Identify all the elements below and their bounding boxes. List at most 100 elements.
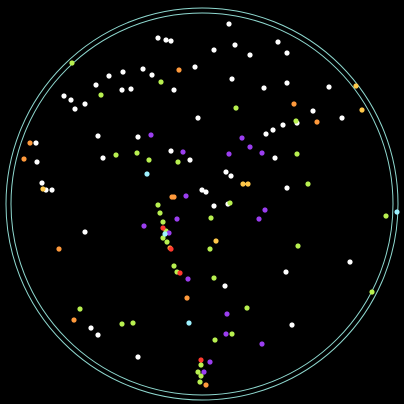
star-white-26 (310, 108, 316, 114)
star-white-47 (203, 189, 209, 195)
star-purple-125 (185, 276, 191, 282)
star-white-20 (284, 80, 290, 86)
star-white-27 (195, 115, 201, 121)
star-white-17 (128, 86, 134, 92)
star-white-13 (106, 73, 112, 79)
star-white-38 (187, 157, 193, 163)
star-orange-96 (291, 101, 297, 107)
star-orange-111 (71, 317, 77, 323)
star-amber-107 (213, 238, 219, 244)
star-purple-116 (180, 149, 186, 155)
star-white-5 (232, 42, 238, 48)
star-cyan-136 (162, 231, 168, 237)
star-white-45 (49, 187, 55, 193)
star-green-73 (208, 215, 214, 221)
star-green-67 (175, 159, 181, 165)
star-red-134 (198, 357, 204, 363)
star-white-2 (163, 37, 169, 43)
star-green-85 (244, 305, 250, 311)
star-orange-106 (169, 194, 175, 200)
star-white-18 (171, 87, 177, 93)
star-white-55 (88, 325, 94, 331)
star-orange-109 (56, 246, 62, 252)
star-white-11 (120, 69, 126, 75)
star-white-57 (289, 322, 295, 328)
star-white-1 (155, 35, 161, 41)
star-green-82 (211, 275, 217, 281)
star-green-68 (294, 151, 300, 157)
star-orange-112 (203, 382, 209, 388)
star-purple-117 (226, 151, 232, 157)
star-green-69 (305, 181, 311, 187)
star-green-80 (207, 246, 213, 252)
star-white-25 (72, 106, 78, 112)
star-red-133 (177, 270, 183, 276)
star-white-46 (199, 187, 205, 193)
star-white-39 (272, 155, 278, 161)
star-white-19 (261, 85, 267, 91)
star-white-36 (168, 148, 174, 154)
star-green-81 (171, 263, 177, 269)
star-red-132 (168, 246, 174, 252)
star-green-61 (158, 79, 164, 85)
star-white-15 (93, 82, 99, 88)
star-purple-114 (239, 135, 245, 141)
star-purple-129 (207, 359, 213, 365)
star-green-87 (119, 321, 125, 327)
star-white-35 (33, 140, 39, 146)
star-cyan-135 (144, 171, 150, 177)
star-green-84 (369, 289, 375, 295)
star-green-63 (293, 118, 299, 124)
star-purple-121 (174, 216, 180, 222)
star-white-8 (247, 52, 253, 58)
star-green-60 (98, 92, 104, 98)
star-white-40 (34, 159, 40, 165)
star-purple-128 (259, 341, 265, 347)
star-white-54 (222, 283, 228, 289)
star-white-21 (326, 84, 332, 90)
star-orange-100 (27, 140, 33, 146)
star-amber-99 (359, 107, 365, 113)
star-red-131 (160, 225, 166, 231)
star-white-43 (39, 180, 45, 186)
star-orange-95 (176, 67, 182, 73)
star-purple-118 (259, 150, 265, 156)
star-white-4 (275, 39, 281, 45)
star-white-41 (223, 169, 229, 175)
star-purple-127 (223, 331, 229, 337)
star-purple-119 (183, 193, 189, 199)
star-white-16 (119, 87, 125, 93)
star-orange-101 (21, 156, 27, 162)
star-green-62 (233, 105, 239, 111)
star-purple-120 (262, 207, 268, 213)
stars (21, 21, 400, 388)
star-green-70 (227, 200, 233, 206)
star-purple-115 (247, 144, 253, 150)
star-orange-97 (314, 119, 320, 125)
star-white-30 (339, 115, 345, 121)
star-white-12 (149, 72, 155, 78)
star-purple-126 (224, 311, 230, 317)
star-white-53 (283, 269, 289, 275)
star-green-89 (229, 331, 235, 337)
star-green-76 (160, 235, 166, 241)
star-white-31 (270, 127, 276, 133)
star-white-56 (95, 332, 101, 338)
star-orange-110 (184, 295, 190, 301)
star-white-52 (347, 259, 353, 265)
star-green-72 (157, 210, 163, 216)
star-purple-123 (141, 223, 147, 229)
star-purple-122 (256, 216, 262, 222)
star-green-94 (197, 379, 203, 385)
star-white-23 (68, 97, 74, 103)
star-white-10 (140, 66, 146, 72)
star-purple-124 (166, 230, 172, 236)
star-white-6 (211, 47, 217, 53)
horizon-outer-circle (5, 7, 399, 401)
star-white-3 (168, 38, 174, 44)
star-white-49 (211, 203, 217, 209)
star-white-37 (100, 155, 106, 161)
star-cyan-138 (394, 209, 400, 215)
star-cyan-137 (186, 320, 192, 326)
